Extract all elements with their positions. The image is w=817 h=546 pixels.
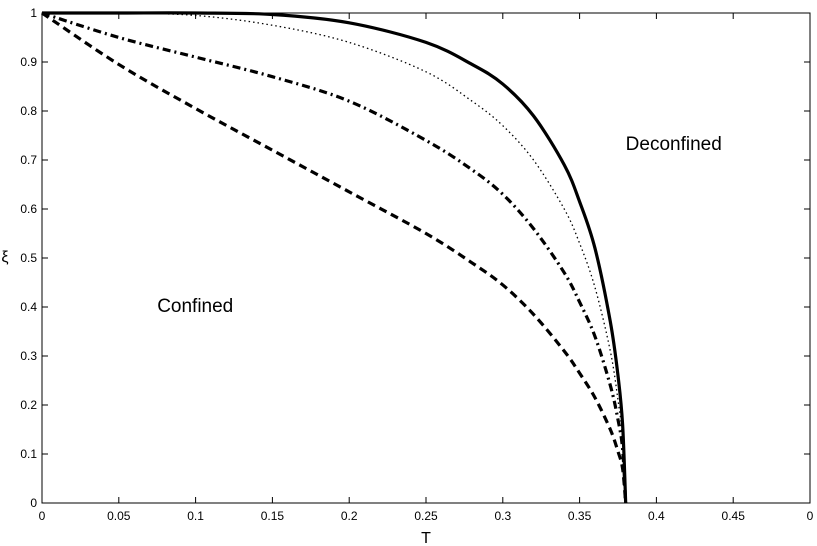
x-tick-label: 0.05 bbox=[107, 509, 131, 523]
y-tick-label: 0.6 bbox=[20, 202, 37, 216]
x-tick-label: 0.4 bbox=[648, 509, 665, 523]
annotation-confined: Confined bbox=[157, 296, 233, 317]
x-tick-label: 0 bbox=[807, 509, 814, 523]
x-tick-label: 0.15 bbox=[261, 509, 285, 523]
x-tick-label: 0 bbox=[39, 509, 46, 523]
x-tick-label: 0.45 bbox=[722, 509, 746, 523]
x-tick-label: 0.2 bbox=[341, 509, 358, 523]
y-tick-label: 1 bbox=[30, 6, 37, 20]
plot-frame bbox=[41, 12, 811, 504]
y-tick-labels: 0 0.1 0.2 0.3 0.4 0.5 0.6 0.7 0.8 0.9 1 bbox=[20, 6, 37, 510]
x-tick-label: 0.1 bbox=[187, 509, 204, 523]
annotations: Confined Deconfined bbox=[157, 134, 722, 317]
y-tick-label: 0.8 bbox=[20, 104, 37, 118]
y-tick-label: 0.4 bbox=[20, 300, 37, 314]
series-line-dotted bbox=[41, 12, 627, 504]
x-tick-labels: 0 0.05 0.1 0.15 0.2 0.25 0.3 0.35 0.4 0.45 0 bbox=[39, 509, 814, 523]
y-tick-label: 0.9 bbox=[20, 55, 37, 69]
x-tick-label: 0.25 bbox=[414, 509, 438, 523]
plot-area bbox=[42, 13, 810, 503]
series-line-dashed bbox=[41, 11, 628, 504]
y-tick-label: 0.1 bbox=[20, 447, 37, 461]
x-tick-label: 0.35 bbox=[568, 509, 592, 523]
y-axis-title: ξ bbox=[1, 249, 8, 266]
x-tick-label: 0.3 bbox=[494, 509, 511, 523]
y-tick-label: 0 bbox=[30, 496, 37, 510]
y-tick-label: 0.3 bbox=[20, 349, 37, 363]
y-tick-label: 0.5 bbox=[20, 251, 37, 265]
series-line-dashdot bbox=[41, 11, 628, 504]
annotation-deconfined: Deconfined bbox=[626, 134, 722, 155]
y-tick-label: 0.2 bbox=[20, 398, 37, 412]
x-axis-title: T bbox=[421, 530, 431, 546]
y-tick-label: 0.7 bbox=[20, 153, 37, 167]
